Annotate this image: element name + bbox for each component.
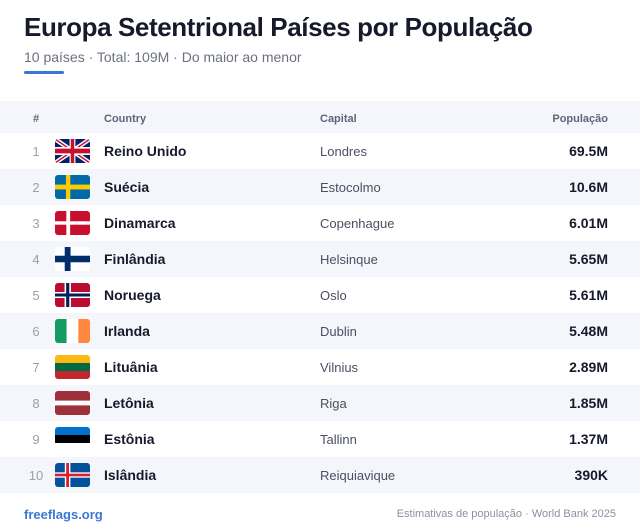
table-row[interactable]: 2 Suécia Estocolmo 10.6M — [0, 169, 640, 205]
population-cell: 1.37M — [569, 431, 608, 447]
rank-cell: 4 — [32, 252, 40, 267]
page-subtitle: 10 países · Total: 109M · Do maior ao me… — [24, 49, 302, 65]
rank-cell: 3 — [32, 216, 40, 231]
capital-cell: Londres — [320, 144, 367, 159]
country-cell: Noruega — [104, 287, 161, 303]
rank-cell: 8 — [32, 396, 40, 411]
country-cell: Letônia — [104, 395, 154, 411]
rank-cell: 5 — [32, 288, 40, 303]
table-row[interactable]: 3 Dinamarca Copenhague 6.01M — [0, 205, 640, 241]
country-cell: Estônia — [104, 431, 155, 447]
country-cell: Islândia — [104, 467, 157, 483]
capital-cell: Riga — [320, 396, 347, 411]
is-flag-icon — [55, 463, 90, 487]
table-row[interactable]: 4 Finlândia Helsinque 5.65M — [0, 241, 640, 277]
gb-flag-icon — [55, 139, 90, 163]
capital-cell: Helsinque — [320, 252, 378, 267]
population-cell: 69.5M — [569, 143, 608, 159]
rank-cell: 9 — [32, 432, 40, 447]
population-table: # Country Capital População 1 Reino Unid… — [0, 101, 640, 493]
population-cell: 10.6M — [569, 179, 608, 195]
population-cell: 1.85M — [569, 395, 608, 411]
population-cell: 5.48M — [569, 323, 608, 339]
column-header-capital: Capital — [320, 113, 357, 125]
capital-cell: Dublin — [320, 324, 357, 339]
dk-flag-icon — [55, 211, 90, 235]
population-cell: 5.65M — [569, 251, 608, 267]
lt-flag-icon — [55, 355, 90, 379]
capital-cell: Vilnius — [320, 360, 359, 375]
table-row[interactable]: 10 Islândia Reiquiavique 390K — [0, 457, 640, 493]
rank-cell: 6 — [32, 324, 40, 339]
table-row[interactable]: 7 Lituânia Vilnius 2.89M — [0, 349, 640, 385]
country-cell: Dinamarca — [104, 215, 176, 231]
se-flag-icon — [55, 175, 90, 199]
table-header: # Country Capital População — [0, 101, 640, 133]
capital-cell: Tallinn — [320, 432, 357, 447]
table-row[interactable]: 5 Noruega Oslo 5.61M — [0, 277, 640, 313]
country-cell: Finlândia — [104, 251, 166, 267]
table-row[interactable]: 9 Estônia Tallinn 1.37M — [0, 421, 640, 457]
rank-cell: 2 — [32, 180, 40, 195]
capital-cell: Reiquiavique — [320, 468, 396, 483]
country-cell: Suécia — [104, 179, 150, 195]
country-cell: Lituânia — [104, 359, 158, 375]
population-cell: 6.01M — [569, 215, 608, 231]
page-title: Europa Setentrional Países por População — [24, 12, 533, 42]
no-flag-icon — [55, 283, 90, 307]
rank-cell: 7 — [32, 360, 40, 375]
footer-source-note: Estimativas de população · World Bank 20… — [396, 508, 616, 520]
column-header-population: População — [552, 113, 608, 125]
table-row[interactable]: 6 Irlanda Dublin 5.48M — [0, 313, 640, 349]
ee-flag-icon — [55, 427, 90, 451]
capital-cell: Estocolmo — [320, 180, 381, 195]
country-cell: Reino Unido — [104, 143, 187, 159]
footer-brand-link[interactable]: freeflags.org — [24, 507, 103, 522]
population-cell: 390K — [574, 467, 608, 483]
rank-cell: 1 — [32, 144, 40, 159]
table-row[interactable]: 8 Letônia Riga 1.85M — [0, 385, 640, 421]
table-row[interactable]: 1 Reino Unido Londres 69.5M — [0, 133, 640, 169]
column-header-rank: # — [32, 113, 40, 125]
lv-flag-icon — [55, 391, 90, 415]
rank-cell: 10 — [28, 468, 44, 483]
title-accent-bar — [24, 71, 64, 74]
ie-flag-icon — [55, 319, 90, 343]
population-cell: 5.61M — [569, 287, 608, 303]
country-cell: Irlanda — [104, 323, 150, 339]
fi-flag-icon — [55, 247, 90, 271]
population-cell: 2.89M — [569, 359, 608, 375]
capital-cell: Oslo — [320, 288, 347, 303]
capital-cell: Copenhague — [320, 216, 395, 231]
column-header-country: Country — [104, 113, 147, 125]
